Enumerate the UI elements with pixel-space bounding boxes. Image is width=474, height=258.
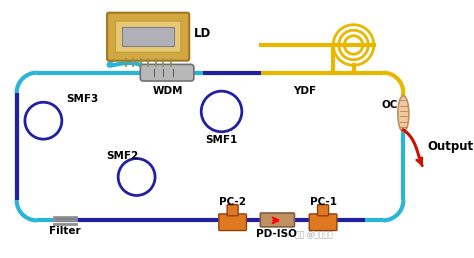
- FancyBboxPatch shape: [140, 64, 194, 81]
- Text: SMF2: SMF2: [106, 151, 138, 161]
- Text: PC-1: PC-1: [310, 197, 337, 207]
- Text: PC-2: PC-2: [219, 197, 246, 207]
- Text: 知乎 @拔丝光年: 知乎 @拔丝光年: [295, 230, 333, 239]
- Text: Output: Output: [428, 140, 474, 153]
- FancyBboxPatch shape: [219, 214, 246, 231]
- Text: LD: LD: [194, 27, 211, 41]
- FancyBboxPatch shape: [227, 205, 238, 216]
- Text: SMF1: SMF1: [205, 134, 237, 144]
- Text: Filter: Filter: [49, 227, 81, 237]
- Text: OC: OC: [381, 100, 398, 110]
- Text: SMF3: SMF3: [66, 94, 99, 103]
- Ellipse shape: [398, 96, 409, 132]
- Text: YDF: YDF: [293, 86, 316, 96]
- FancyBboxPatch shape: [107, 13, 189, 61]
- FancyBboxPatch shape: [122, 27, 174, 46]
- FancyBboxPatch shape: [309, 214, 337, 231]
- FancyBboxPatch shape: [318, 205, 328, 216]
- Text: WDM: WDM: [153, 86, 183, 96]
- FancyBboxPatch shape: [115, 21, 181, 52]
- Text: PD-ISO: PD-ISO: [256, 229, 297, 239]
- FancyBboxPatch shape: [260, 213, 294, 227]
